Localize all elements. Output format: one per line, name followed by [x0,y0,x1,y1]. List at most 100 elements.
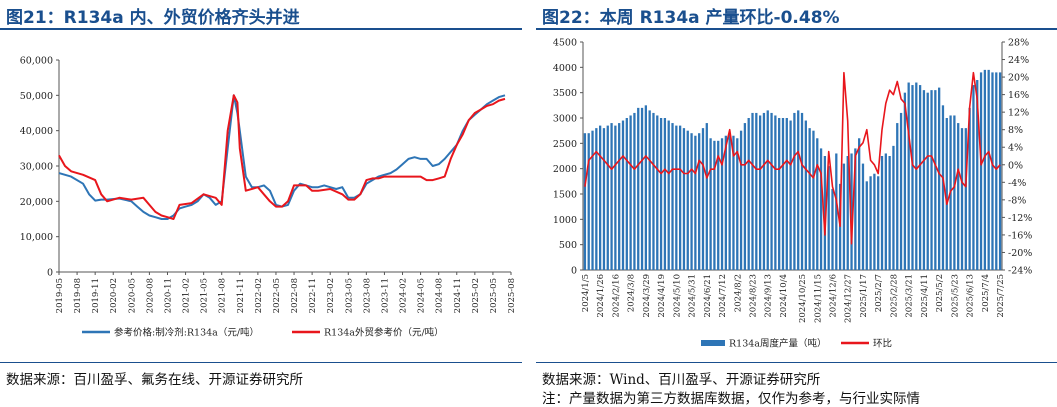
production-bar [667,120,670,270]
production-bar [831,188,834,270]
x-tick-label: 2024/3/29 [642,274,652,318]
production-bar [778,118,781,270]
production-bar [979,72,983,271]
y2-tick-label: -8% [1008,195,1026,206]
production-bar-line-chart: 0 500 1000 1500 2000 2500 3000 3500 4000 4500 -24%… [553,38,1033,350]
y2-tick-label: -12% [1008,213,1032,224]
y2-tick-label: 16% [1008,90,1029,101]
x-tick-label: 2025/7/25 [996,274,1006,318]
x-tick-label: 2024-05 [417,278,427,313]
production-bar [804,120,807,270]
production-bar [736,138,739,270]
x-tick-label: 2025/2/7 [874,274,884,312]
x-tick-label: 2024-08 [435,278,445,313]
x-tick-label: 2024/9/13 [764,274,774,318]
source-divider [0,362,522,363]
production-bar [762,112,766,271]
right-source-note: 数据来源：Wind、百川盈孚、开源证券研究所 [542,372,821,388]
production-bar [941,105,945,270]
production-bar [808,128,811,270]
production-bar [690,133,693,270]
production-bar [998,72,1002,271]
x-tick-label: 2024/8/23 [749,274,759,318]
production-bar [918,85,922,270]
production-bar [678,125,682,270]
x-tick-label: 2024-11 [453,278,463,313]
production-bar [739,130,743,270]
y2-tick-label: 0% [1008,160,1023,171]
production-bar [614,125,617,270]
production-bar [854,148,857,270]
production-bar [656,115,659,270]
production-bar [797,110,800,271]
production-bar [884,153,887,270]
legend-item: 参考价格:制冷剂:R134a（元/吨） [82,327,259,339]
y2-tick-label: -24% [1008,266,1032,277]
production-bar [694,135,697,270]
legend-swatch [701,340,725,346]
x-tick-label: 2024/4/19 [657,274,667,318]
production-bar [701,128,705,270]
left-source-note: 数据来源：百川盈孚、氟务在线、开源证券研究所 [6,372,303,388]
production-bar [877,176,880,270]
x-tick-label: 2024/5/10 [672,274,682,318]
production-bar [698,133,701,270]
x-tick-label: 2021-05 [200,278,210,313]
x-tick-label: 2024/11/15 [813,274,823,323]
x-tick-label: 2025/6/13 [966,274,976,318]
production-bar [587,133,590,270]
production-bar [865,181,868,270]
production-bar [911,85,914,270]
production-bar [903,92,907,270]
production-bar [835,153,838,270]
x-tick-label: 2019-08 [73,278,83,313]
x-tick-label: 2020-11 [163,278,173,313]
production-bar [709,138,712,270]
y-tick-label: 1500 [553,190,577,201]
y2-tick-label: -4% [1008,178,1026,189]
x-tick-label: 2022-02 [254,278,264,313]
production-bar [755,112,758,271]
price-line-chart: 0 10,000 20,000 30,000 40,000 50,000 60,000 201… [20,56,517,339]
right-chart-panel: 图22：本周 R134a 产量环比-0.48% 0 500 1000 1500 2000… [536,0,1057,407]
production-bar [892,145,895,270]
production-bar [991,72,994,271]
x-tick-label: 2024/12/6 [828,274,838,318]
production-bar [633,112,636,271]
right-footnote: 注：产量数据为第三方数据库数据，仅作为参考，与行业实际情 [542,391,920,407]
production-bar [899,112,903,271]
production-bar [800,112,804,271]
right-chart-title: 图22：本周 R134a 产量环比-0.48% [542,8,840,28]
production-bar [995,72,998,271]
production-bar [896,123,899,270]
x-tick-label: 2025/1/17 [859,274,869,318]
production-bar [976,80,979,270]
production-bar [751,112,754,271]
production-bar [915,82,918,270]
production-bar [743,123,747,270]
x-tick-label: 2024/2/16 [611,274,621,318]
x-tick-label: 2021-02 [182,278,192,313]
y-tick-label: 4000 [553,63,577,74]
y-tick-label: 500 [559,240,577,251]
x-tick-label: 2025/5/2 [935,274,945,312]
legend-item: R134a外贸参考价（元/吨） [292,327,444,339]
x-tick-label: 2024/10/25 [798,274,808,323]
production-bar [770,112,773,271]
production-bar [850,153,853,270]
production-bar [675,125,678,270]
left-chart-panel: 图21：R134a 内、外贸价格齐头并进 0 10,000 20,000 30,000… [0,0,522,401]
y2-tick-label: 12% [1008,108,1029,119]
source-divider [536,362,1057,363]
x-tick-label: 2024-02 [399,278,409,313]
production-bar [591,130,594,270]
legend-label: R134a外贸参考价（元/吨） [324,327,444,339]
production-bar [644,105,647,270]
x-tick-label: 2024/3/8 [627,274,637,312]
production-bar [728,133,731,270]
x-tick-label: 2022-11 [308,278,318,313]
production-bar [873,173,876,270]
production-bar [816,138,819,270]
x-tick-label: 2024/1/5 [581,274,591,312]
production-bar [747,118,750,270]
